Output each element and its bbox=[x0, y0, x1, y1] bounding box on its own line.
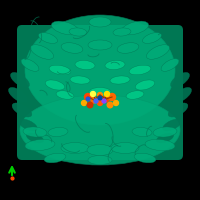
Ellipse shape bbox=[171, 72, 189, 88]
Ellipse shape bbox=[163, 119, 181, 131]
Ellipse shape bbox=[126, 91, 144, 99]
Circle shape bbox=[86, 97, 90, 101]
Ellipse shape bbox=[70, 76, 90, 84]
Ellipse shape bbox=[132, 127, 152, 137]
Ellipse shape bbox=[88, 156, 112, 164]
Ellipse shape bbox=[134, 153, 156, 163]
FancyBboxPatch shape bbox=[17, 25, 183, 160]
Ellipse shape bbox=[105, 60, 125, 70]
Circle shape bbox=[114, 100, 118, 106]
Ellipse shape bbox=[142, 33, 162, 43]
Ellipse shape bbox=[26, 133, 44, 143]
Ellipse shape bbox=[156, 133, 174, 143]
Ellipse shape bbox=[135, 80, 155, 90]
Circle shape bbox=[108, 94, 116, 100]
Circle shape bbox=[104, 92, 110, 97]
Ellipse shape bbox=[173, 87, 191, 103]
Ellipse shape bbox=[145, 139, 175, 151]
Ellipse shape bbox=[45, 80, 65, 90]
Ellipse shape bbox=[121, 21, 149, 35]
Circle shape bbox=[82, 100, 86, 106]
Ellipse shape bbox=[49, 65, 71, 75]
Ellipse shape bbox=[25, 139, 55, 151]
Ellipse shape bbox=[51, 21, 79, 35]
Ellipse shape bbox=[110, 76, 130, 84]
Ellipse shape bbox=[38, 33, 58, 43]
Ellipse shape bbox=[44, 153, 66, 163]
Ellipse shape bbox=[168, 103, 188, 117]
Ellipse shape bbox=[87, 144, 113, 156]
Circle shape bbox=[102, 99, 106, 103]
Ellipse shape bbox=[129, 65, 151, 75]
Ellipse shape bbox=[11, 72, 29, 88]
Ellipse shape bbox=[30, 45, 54, 59]
Ellipse shape bbox=[89, 17, 111, 27]
Circle shape bbox=[98, 92, 102, 98]
Circle shape bbox=[107, 102, 113, 108]
Ellipse shape bbox=[19, 119, 37, 131]
Ellipse shape bbox=[89, 88, 111, 97]
Circle shape bbox=[84, 94, 92, 100]
Circle shape bbox=[94, 99, 98, 103]
Ellipse shape bbox=[48, 127, 68, 137]
Ellipse shape bbox=[69, 28, 87, 36]
Ellipse shape bbox=[146, 45, 170, 59]
Ellipse shape bbox=[153, 127, 177, 137]
Circle shape bbox=[98, 96, 102, 100]
Ellipse shape bbox=[117, 43, 139, 53]
Circle shape bbox=[90, 92, 96, 97]
Ellipse shape bbox=[12, 103, 32, 117]
Ellipse shape bbox=[75, 60, 95, 70]
Ellipse shape bbox=[9, 87, 27, 103]
Ellipse shape bbox=[56, 91, 74, 99]
Ellipse shape bbox=[61, 142, 89, 154]
Ellipse shape bbox=[20, 95, 180, 165]
Ellipse shape bbox=[25, 15, 175, 125]
Ellipse shape bbox=[113, 28, 131, 36]
Ellipse shape bbox=[61, 43, 83, 53]
Ellipse shape bbox=[161, 59, 179, 71]
Circle shape bbox=[98, 100, 102, 106]
Ellipse shape bbox=[111, 142, 139, 154]
Circle shape bbox=[103, 96, 109, 102]
Ellipse shape bbox=[21, 59, 39, 71]
Ellipse shape bbox=[23, 127, 47, 137]
Ellipse shape bbox=[88, 40, 112, 50]
Circle shape bbox=[87, 102, 93, 108]
Circle shape bbox=[91, 97, 97, 103]
